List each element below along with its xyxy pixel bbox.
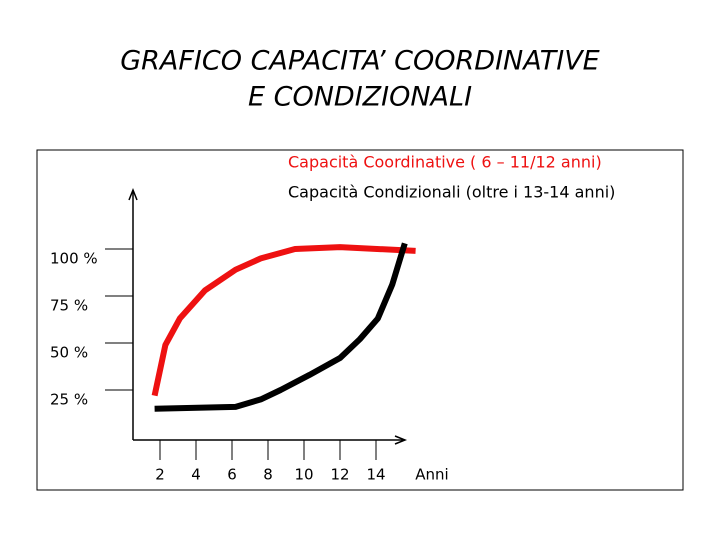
x-tick-label: 2 bbox=[155, 466, 165, 484]
x-tick-label: 8 bbox=[263, 466, 273, 484]
x-tick-label: 12 bbox=[330, 466, 349, 484]
series-line bbox=[154, 242, 408, 412]
plot: 100 % 75 % 50 % 25 % 2 4 6 8 10 12 14 Anni Capacità … bbox=[50, 153, 615, 484]
x-tick-label: 4 bbox=[191, 466, 201, 484]
series-line bbox=[151, 244, 416, 397]
title-line: GRAFICO CAPACITA’ COORDINATIVE bbox=[120, 46, 600, 77]
y-tick-label: 50 % bbox=[50, 344, 88, 362]
legend-entry: Capacità Coordinative ( 6 – 11/12 anni) bbox=[288, 153, 602, 172]
x-tick-label: 10 bbox=[294, 466, 313, 484]
x-tick-label: 6 bbox=[227, 466, 237, 484]
x-axis-label: Anni bbox=[415, 466, 448, 484]
legend-entry: Capacità Condizionali (oltre i 13-14 ann… bbox=[288, 183, 615, 202]
chart-frame bbox=[36, 149, 684, 491]
x-tick-label: 14 bbox=[366, 466, 385, 484]
y-axis-arrow bbox=[128, 187, 138, 201]
y-tick-label: 25 % bbox=[50, 391, 88, 409]
x-axis-arrow bbox=[394, 435, 408, 445]
title-line: E CONDIZIONALI bbox=[248, 82, 472, 113]
y-tick-label: 75 % bbox=[50, 297, 88, 315]
y-tick-label: 100 % bbox=[50, 250, 98, 268]
